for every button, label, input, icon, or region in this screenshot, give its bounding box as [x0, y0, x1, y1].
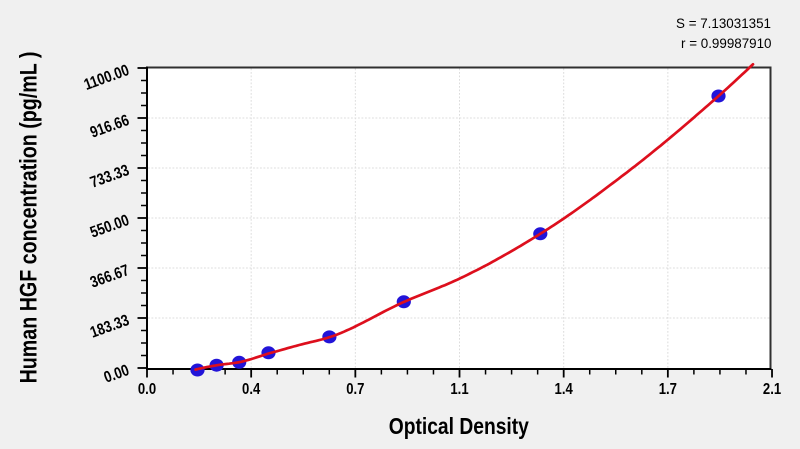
svg-text:Human HGF concentration (pg/mL: Human HGF concentration (pg/mL ) — [15, 52, 42, 384]
svg-text:0.7: 0.7 — [346, 381, 364, 398]
svg-text:S = 7.13031351: S = 7.13031351 — [676, 16, 771, 31]
svg-text:0.0: 0.0 — [138, 381, 156, 398]
svg-text:1.7: 1.7 — [659, 381, 677, 398]
svg-text:0.4: 0.4 — [242, 381, 261, 398]
svg-text:1.1: 1.1 — [450, 381, 468, 398]
svg-text:1.4: 1.4 — [555, 381, 574, 398]
svg-text:r = 0.99987910: r = 0.99987910 — [681, 36, 771, 51]
svg-text:Optical Density: Optical Density — [389, 413, 529, 439]
svg-text:2.1: 2.1 — [763, 381, 781, 398]
